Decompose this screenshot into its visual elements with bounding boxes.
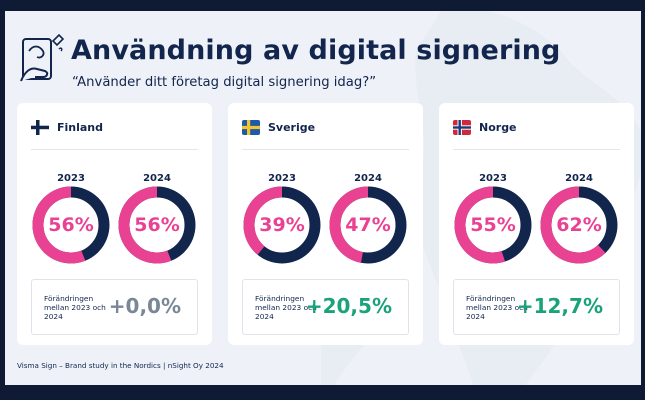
donut-value-label: 56% xyxy=(48,214,94,236)
donut-value-label: 47% xyxy=(345,214,391,236)
donut-value-arc xyxy=(243,186,321,264)
infographic: Användning av digital signering “Använde… xyxy=(5,11,641,385)
donut-sverige-2024 xyxy=(329,186,407,264)
hand-signing-icon xyxy=(20,33,65,82)
donut-value-arc xyxy=(32,186,110,264)
donut-value-arc xyxy=(540,186,618,264)
country-name: Sverige xyxy=(268,121,316,134)
donut-norge-2023 xyxy=(454,186,532,264)
change-label: Förändringen mellan 2023 och 2024 xyxy=(255,294,317,321)
sweden-flag-icon xyxy=(242,120,260,135)
change-label: Förändringen mellan 2023 och 2024 xyxy=(44,294,106,321)
finland-flag-icon xyxy=(31,120,49,135)
source-footnote: Visma Sign – Brand study in the Nordics … xyxy=(17,361,224,370)
divider xyxy=(242,149,409,150)
change-label: Förändringen mellan 2023 och 2024 xyxy=(466,294,528,321)
year-label-2023: 2023 xyxy=(479,173,507,184)
change-box: Förändringen mellan 2023 och 2024 +12,7% xyxy=(453,279,620,335)
donut-finland-2024 xyxy=(118,186,196,264)
country-name: Norge xyxy=(479,121,517,134)
change-value: +12,7% xyxy=(516,294,603,318)
country-card-norge: Norge 2023 55% 2024 62% Förändringen mellan 2… xyxy=(439,103,634,345)
divider xyxy=(453,149,620,150)
donut-value-arc xyxy=(329,186,407,264)
year-label-2024: 2024 xyxy=(143,173,171,184)
donut-value-label: 56% xyxy=(134,214,180,236)
donut-finland-2023 xyxy=(32,186,110,264)
donut-value-arc xyxy=(118,186,196,264)
country-card-finland: Finland 2023 56% 2024 56% Förändringen mellan… xyxy=(17,103,212,345)
change-box: Förändringen mellan 2023 och 2024 +20,5% xyxy=(242,279,409,335)
country-name: Finland xyxy=(57,121,104,134)
donut-value-arc xyxy=(454,186,532,264)
page-title: Användning av digital signering xyxy=(71,35,561,66)
change-value: +0,0% xyxy=(108,294,181,318)
donut-norge-2024 xyxy=(540,186,618,264)
year-label-2023: 2023 xyxy=(57,173,85,184)
year-label-2023: 2023 xyxy=(268,173,296,184)
donut-sverige-2023 xyxy=(243,186,321,264)
page-subtitle: “Använder ditt företag digital signering… xyxy=(72,75,377,90)
donut-value-label: 55% xyxy=(470,214,516,236)
norway-flag-icon xyxy=(453,120,471,135)
donut-value-label: 62% xyxy=(556,214,602,236)
year-label-2024: 2024 xyxy=(354,173,382,184)
divider xyxy=(31,149,198,150)
change-box: Förändringen mellan 2023 och 2024 +0,0% xyxy=(31,279,198,335)
year-label-2024: 2024 xyxy=(565,173,593,184)
change-value: +20,5% xyxy=(305,294,392,318)
donut-value-label: 39% xyxy=(259,214,305,236)
country-card-sverige: Sverige 2023 39% 2024 47% Förändringen mellan… xyxy=(228,103,423,345)
